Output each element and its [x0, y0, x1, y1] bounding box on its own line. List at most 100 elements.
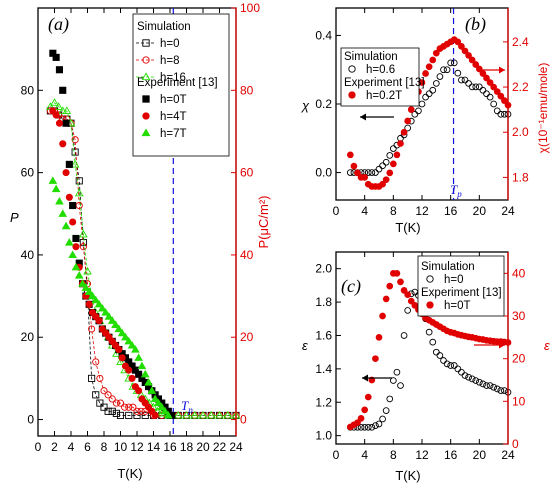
panel-b-legend-exp-title: Experiment [13] — [344, 77, 425, 89]
panel-a-data-point — [83, 266, 92, 275]
panel-a-data-point — [71, 148, 79, 156]
panel-b-data-point — [468, 56, 476, 64]
panel-b-data-point — [372, 169, 379, 176]
panel-a-ytick-right-label: 80 — [240, 83, 254, 97]
panel-c-legend-label: h=0T — [444, 300, 471, 312]
panel-c-data-point — [389, 377, 397, 384]
panel-b-data-point — [354, 169, 361, 177]
panel-a-xtick-label: 12 — [130, 440, 144, 454]
panel-c-legend-marker — [426, 275, 434, 283]
panel-b-xlabel: T(K) — [395, 220, 420, 235]
panel-a-data-point — [116, 357, 125, 366]
panel-c-data-point — [372, 355, 379, 363]
panel-b-data-point — [386, 169, 394, 177]
panel-a-data-point — [100, 403, 108, 411]
panel-b-data-point — [479, 86, 487, 94]
panel-a-data-point — [125, 403, 133, 411]
panel-b-data-point — [497, 92, 505, 100]
panel-b-xtick-label: 24 — [501, 204, 515, 218]
panel-b-ytick-right-label: 2.2 — [512, 80, 529, 94]
panel-c-tag: (c) — [341, 276, 361, 297]
panel-b-data-point — [404, 117, 412, 125]
panel-c-ytick-right-label: 30 — [512, 309, 526, 323]
panel-b-data-point — [443, 66, 451, 74]
panel-a-xtick-label: 14 — [147, 440, 161, 454]
panel-c-data-point — [436, 352, 444, 359]
panel-b-data-point — [447, 59, 455, 67]
panel-b-data-point — [346, 169, 354, 176]
panel-a-data-point — [50, 98, 59, 106]
panel-a-legend-label: h=0 — [160, 38, 180, 50]
panel-b-arrow-left-head — [360, 113, 366, 121]
panel-a-data-point — [59, 140, 67, 148]
panel-a-xtick-label: 8 — [101, 440, 108, 454]
panel-a-data-point — [65, 160, 73, 168]
panel-c-data-point — [400, 332, 408, 339]
panel-a-data-point — [182, 410, 191, 419]
panel-b-data-point — [458, 43, 465, 50]
panel-a-legend-marker — [141, 72, 151, 81]
panel-a-data-point — [133, 411, 141, 419]
panel-c-data-point — [447, 362, 455, 369]
panel-a-data-point — [112, 349, 121, 357]
panel-b-data-point — [425, 90, 433, 98]
panel-b-data-point — [429, 56, 437, 64]
panel-a-data-point — [54, 102, 63, 110]
panel-a-ylabel: P — [10, 210, 19, 225]
panel-a-data-point — [79, 239, 87, 247]
panel-a-data-point — [215, 410, 224, 419]
panel-c-ytick-right-label: 10 — [512, 394, 526, 408]
panel-b-data-point — [350, 162, 358, 170]
panel-a-ylabel-right: P(μC/m²) — [256, 196, 271, 249]
panel-c-xtick-label: 12 — [415, 448, 429, 462]
panel-a-xtick-label: 24 — [229, 440, 243, 454]
panel-c-data-point — [465, 373, 472, 381]
panel-a-data-point — [79, 229, 88, 238]
panel-a-xtick-label: 20 — [196, 440, 210, 454]
panel-c-data-point — [432, 348, 440, 356]
panel-a-xtick-label: 6 — [84, 440, 91, 454]
panel-a-data-point — [55, 119, 64, 127]
panel-c-data-point — [386, 395, 394, 403]
panel-c-data-point — [361, 423, 369, 431]
panel-c-xtick-label: 0 — [333, 448, 340, 462]
panel-c-legend: Simulation Experiment [13] h=0 h=0T — [417, 255, 505, 317]
panel-c-ytick-right-label: 20 — [512, 352, 526, 366]
panel-a-tag: (a) — [48, 14, 69, 35]
panel-b-data-point — [465, 52, 472, 59]
panel-c-data-point — [450, 362, 458, 369]
panel-a-data-point — [78, 279, 87, 287]
panel-c-ylabel: ε — [302, 338, 308, 353]
panel-c-data-point — [382, 295, 390, 303]
panel-c-chart: 0 4 8 12 16 20 24 1.0 1.2 1.4 1.6 1.8 2.0 0 10 20 30 40 (… — [302, 251, 550, 483]
panel-a-data-point — [111, 320, 120, 328]
panel-c-data-point — [375, 420, 383, 428]
panel-b-data-point — [361, 174, 369, 181]
panel-a-data-point — [65, 238, 74, 246]
panel-b-ytick-right-label: 1.8 — [512, 170, 529, 184]
panel-c-xtick-label: 24 — [501, 448, 515, 462]
panel-c-xtick-label: 16 — [444, 448, 458, 462]
panel-c-data-point — [357, 415, 365, 422]
panel-a-data-point — [144, 378, 153, 386]
panel-a-legend-label: h=7T — [160, 128, 187, 140]
panel-b-xtick-label: 4 — [361, 204, 368, 218]
panel-a-data-point — [164, 410, 173, 419]
panel-c-data-point — [472, 377, 480, 384]
panel-c-legend-sim-title: Simulation — [421, 261, 475, 273]
panel-a-data-point — [206, 410, 216, 419]
panel-c-data-point — [483, 382, 490, 389]
panel-b-data-point — [465, 80, 472, 87]
panel-b-data-point — [389, 145, 397, 152]
panel-c-data-point — [411, 288, 419, 296]
panel-a-data-point — [70, 159, 80, 168]
panel-b-data-point — [425, 63, 433, 71]
panel-a-xtick-label: 2 — [51, 440, 58, 454]
panel-a-data-point — [198, 410, 208, 419]
panel-a-legend: Simulation Experiment [13] h=0 h=8 h=16 h=0… — [132, 13, 230, 157]
panel-b-legend-box — [340, 47, 420, 107]
panel-a-data-point — [61, 221, 71, 230]
panel-b-data-point — [393, 151, 401, 159]
panel-b-data-point — [490, 100, 498, 108]
panel-b-data-point — [475, 83, 483, 91]
